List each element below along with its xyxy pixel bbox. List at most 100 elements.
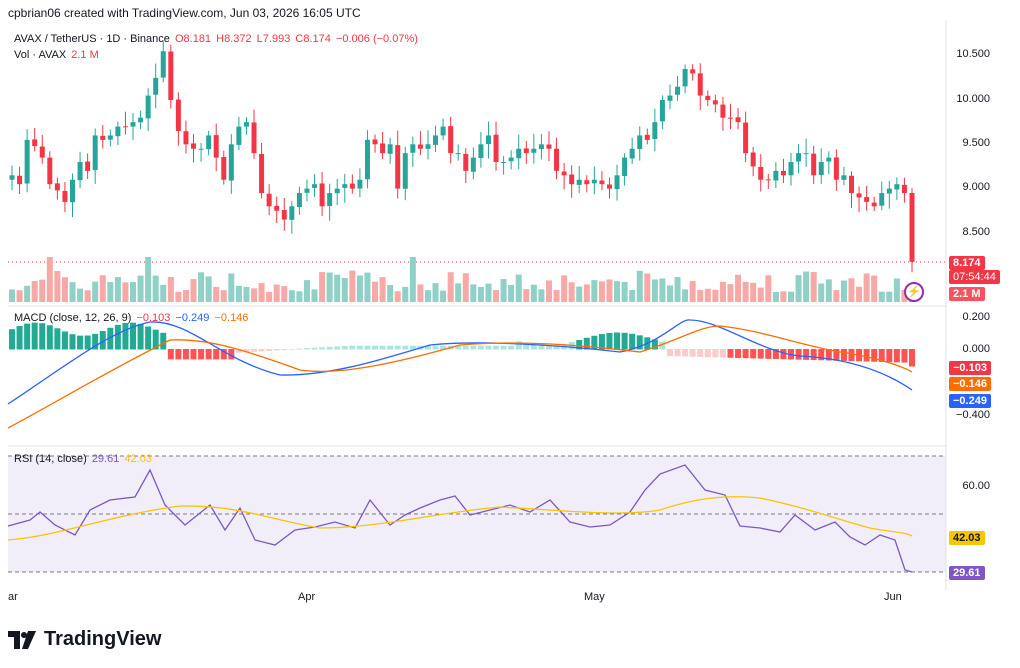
legend-rsi-label[interactable]: RSI (14, close) <box>14 453 87 465</box>
candle-body <box>296 193 302 208</box>
candle-body <box>690 69 696 74</box>
legend-rsi-value: 29.61 <box>91 453 120 465</box>
candle-body <box>901 184 907 194</box>
macd-histogram-bar <box>198 349 205 360</box>
volume-bar <box>198 272 205 302</box>
candle-body <box>85 161 91 171</box>
macd-histogram-bar <box>379 345 386 350</box>
macd-histogram-bar <box>356 345 363 350</box>
macd-histogram-bar <box>137 323 144 350</box>
candle-body <box>9 175 15 180</box>
macd-histogram-bar <box>765 349 772 359</box>
candle-body <box>221 157 227 180</box>
macd-histogram-bar <box>893 349 900 363</box>
macd-histogram-bar <box>92 333 99 350</box>
volume-bar <box>235 285 242 302</box>
macd-histogram-bar <box>863 349 870 362</box>
macd-histogram-bar <box>795 349 802 360</box>
macd-histogram-bar <box>530 344 537 350</box>
macd-histogram-bar <box>387 345 394 350</box>
candle-body <box>191 143 197 149</box>
volume-bar <box>757 287 764 302</box>
legend-vol: Vol · AVAX 2.1 M <box>14 49 101 61</box>
candle-body <box>591 179 597 184</box>
candle-body <box>864 197 870 202</box>
candle-body <box>17 175 23 185</box>
legend-low: L7.993 <box>256 33 291 45</box>
candle-body <box>576 179 582 185</box>
volume-bar <box>349 270 356 302</box>
volume-bar <box>470 284 477 302</box>
macd-histogram-bar <box>311 347 318 350</box>
candle-body <box>274 205 280 211</box>
rsi-tag: 29.61 <box>949 566 985 580</box>
volume-bar <box>356 275 363 302</box>
macd-histogram-bar <box>440 345 447 350</box>
candle-body <box>145 95 151 119</box>
macd-histogram-bar <box>840 349 847 361</box>
price-tick-9000: 9.000 <box>962 181 990 193</box>
candle-body <box>455 153 461 155</box>
volume-bar <box>243 286 250 302</box>
candle-body <box>584 180 590 185</box>
macd-histogram-bar <box>735 349 742 358</box>
candle-body <box>493 134 499 163</box>
legend-close: C8.174 <box>295 33 331 45</box>
legend-symbol[interactable]: AVAX / TetherUS · 1D · Binance <box>14 33 170 45</box>
volume-bar <box>54 270 61 302</box>
candle-body <box>485 135 491 145</box>
volume-bar <box>682 289 689 302</box>
candle-body <box>417 144 423 149</box>
macd-histogram-bar <box>712 349 719 358</box>
volume-bar <box>462 273 469 302</box>
candle-body <box>440 126 446 136</box>
lightning-icon[interactable]: ⚡ <box>904 282 924 302</box>
macd-histogram-bar <box>545 345 552 350</box>
macd-histogram-bar <box>303 348 310 350</box>
candle-body <box>138 117 144 123</box>
volume-bar <box>636 270 643 302</box>
volume-bar <box>825 279 832 302</box>
candle-body <box>251 122 257 154</box>
rsi-ma-line <box>7 496 913 541</box>
volume-bar <box>727 284 734 302</box>
macd-histogram-bar <box>341 345 348 350</box>
volume-bar <box>130 282 137 302</box>
macd-histogram-bar <box>515 341 522 350</box>
volume-bar <box>424 290 431 302</box>
candle-body <box>259 154 265 194</box>
macd-histogram-bar <box>803 349 810 360</box>
candle-body <box>32 139 38 147</box>
candle-body <box>228 144 234 181</box>
legend-macd-label[interactable]: MACD (close, 12, 26, 9) <box>14 312 132 324</box>
volume-bar <box>402 286 409 302</box>
volume-bar <box>387 285 394 302</box>
candle-body <box>130 122 136 127</box>
legend-vol-label[interactable]: Vol · AVAX <box>14 49 67 61</box>
macd-histogram-bar <box>636 335 643 350</box>
macd-histogram-bar <box>130 322 137 350</box>
candle-body <box>213 135 219 158</box>
candle-body <box>637 135 643 150</box>
volume-bar <box>213 286 220 302</box>
candle-body <box>758 166 764 180</box>
macd-histogram-bar <box>538 345 545 350</box>
volume-bar <box>84 290 91 302</box>
macd-histogram-bar <box>349 345 356 350</box>
volume-bar <box>629 290 636 302</box>
macd-histogram-bar <box>190 349 197 360</box>
volume-bar <box>878 291 885 302</box>
volume-bar <box>220 290 227 302</box>
x-label-apr: Apr <box>298 591 316 603</box>
tradingview-logo[interactable]: TradingView <box>8 628 161 651</box>
candle-body <box>750 152 756 167</box>
macd-histogram-bar <box>825 349 832 361</box>
volume-bar <box>621 281 628 302</box>
candle-body <box>554 148 560 171</box>
candle-body <box>523 148 529 154</box>
volume-bar <box>523 289 530 302</box>
volume-bar <box>341 278 348 302</box>
candle-body <box>796 153 802 162</box>
candle-body <box>304 188 310 193</box>
